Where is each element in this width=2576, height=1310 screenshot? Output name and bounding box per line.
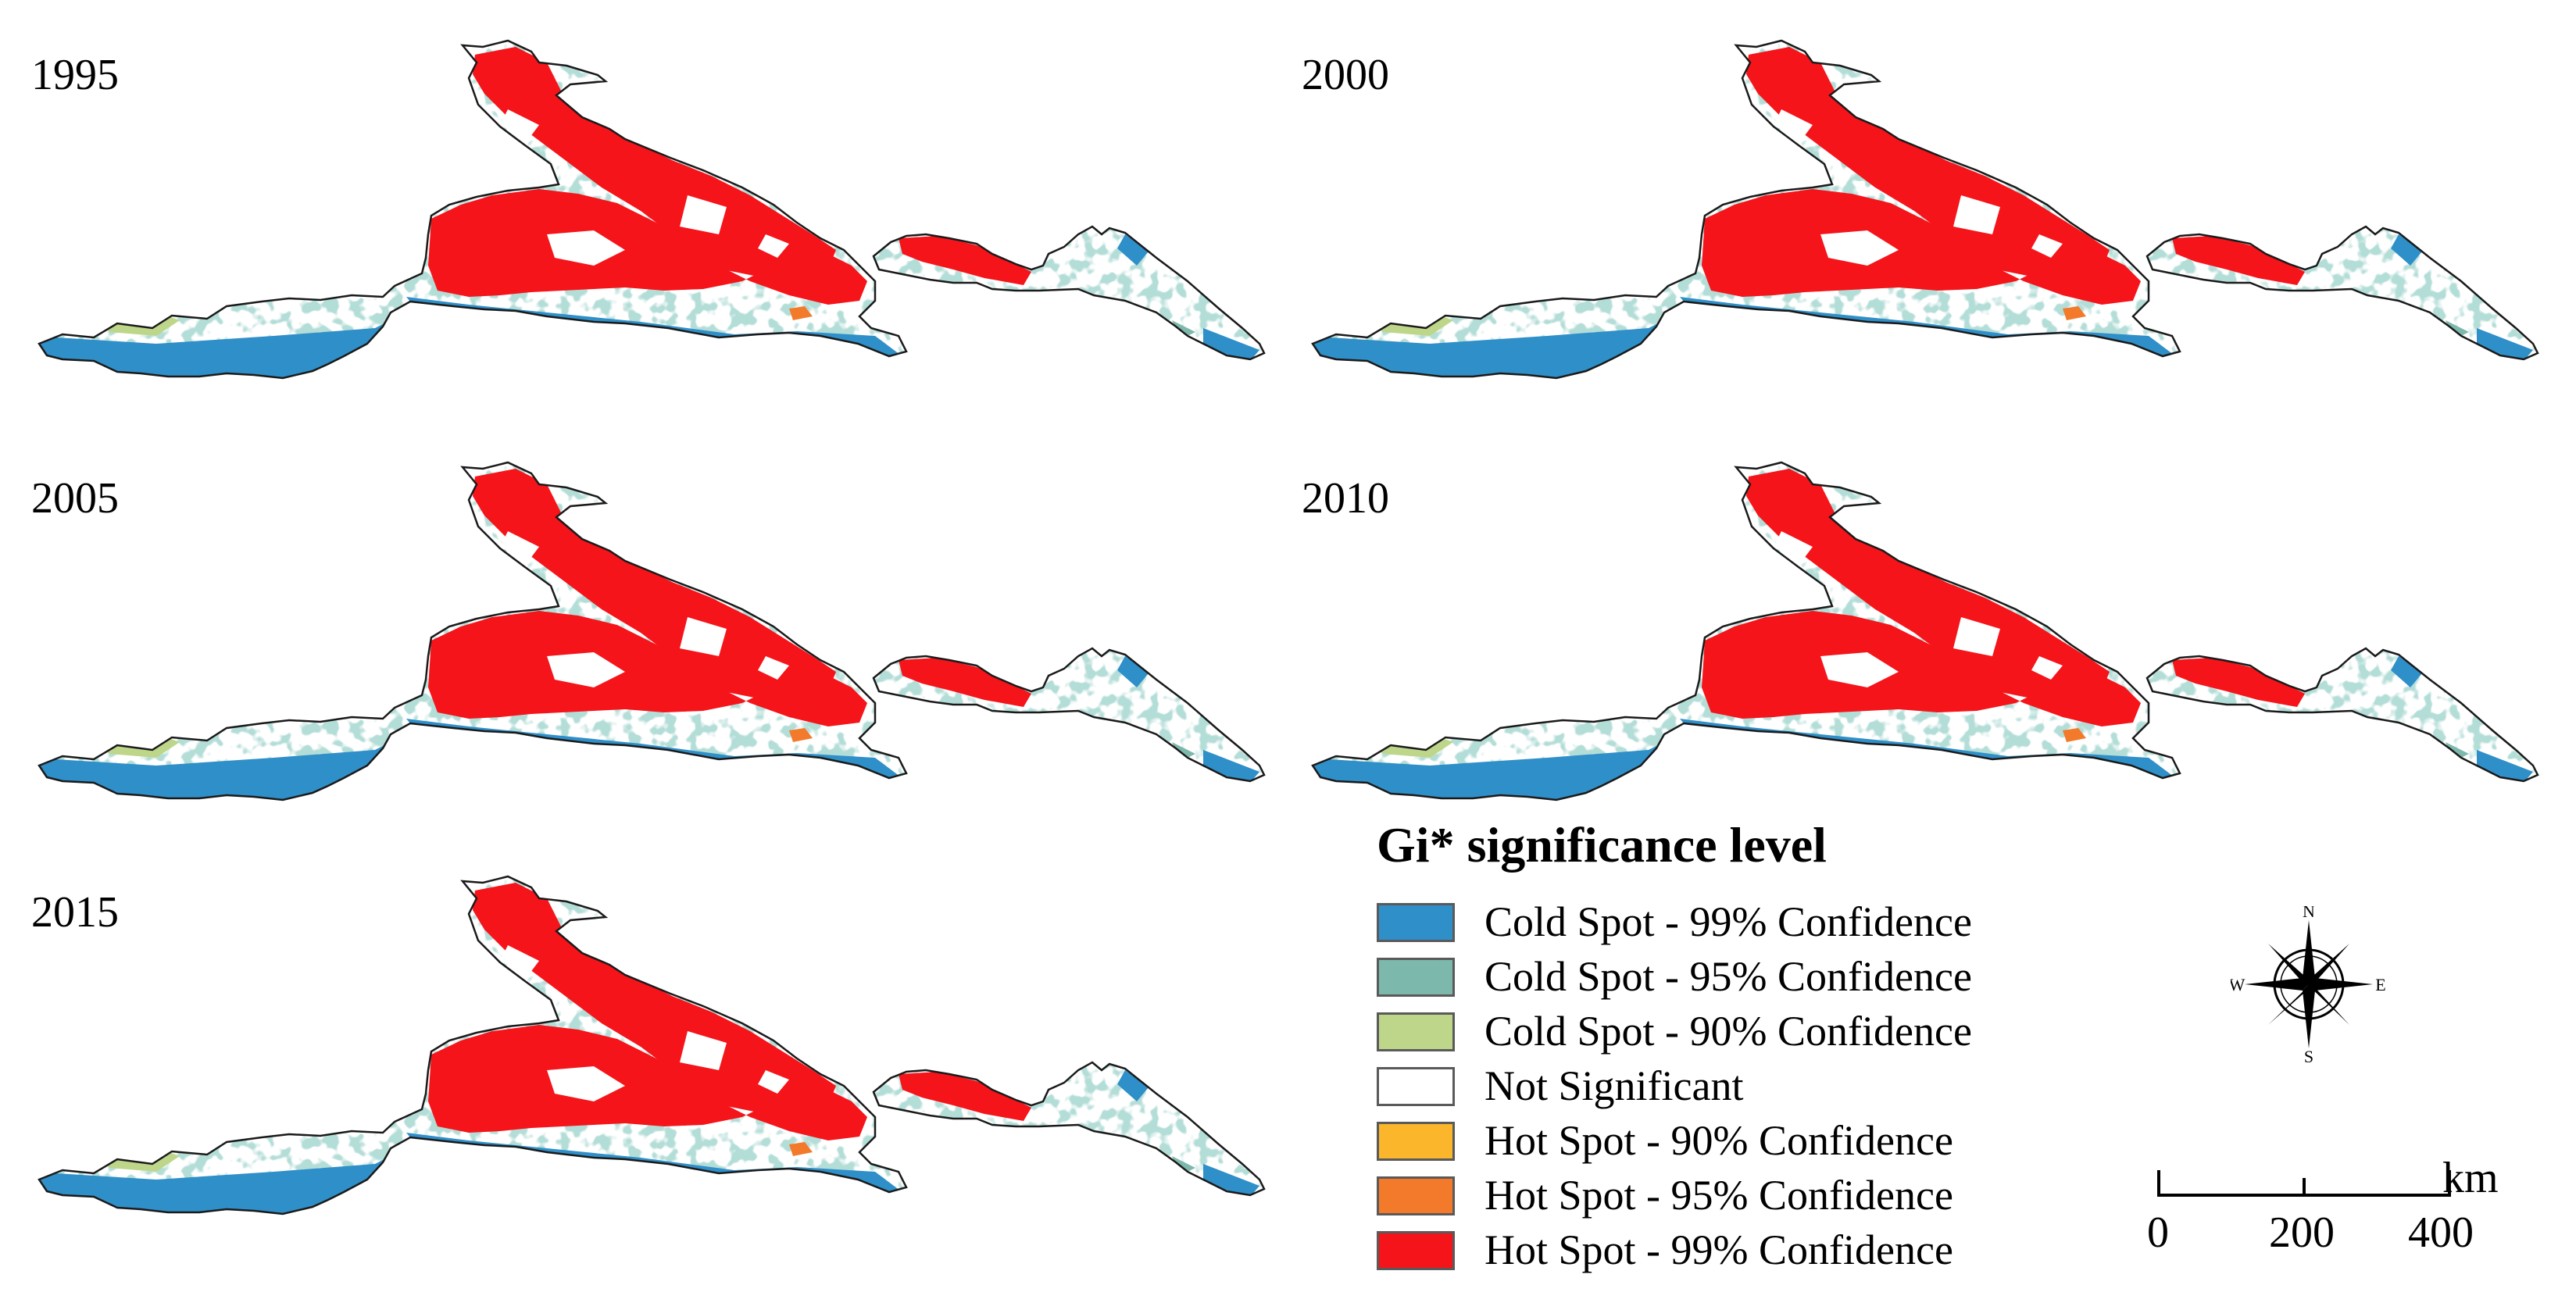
map-panel-2015: 2015	[0, 836, 1297, 1258]
legend-swatch	[1377, 1231, 1455, 1270]
legend-label: Cold Spot - 99% Confidence	[1485, 898, 1972, 945]
year-label: 1995	[31, 51, 119, 99]
region-map	[0, 0, 1297, 422]
legend-swatch	[1377, 1012, 1455, 1051]
region-map	[0, 422, 1297, 844]
map-panel-2005: 2005	[0, 422, 1297, 844]
scale-bar-line	[2157, 1170, 2451, 1197]
scale-bar: km 0 200 400	[2141, 1156, 2500, 1265]
region-map	[1274, 422, 2571, 844]
compass-w: W	[2231, 975, 2246, 994]
north-arrow-compass-icon: N S W E	[2231, 906, 2386, 1062]
year-label: 2005	[31, 474, 119, 523]
map-panel-2000: 2000	[1274, 0, 2571, 422]
legend-swatch	[1377, 1067, 1455, 1106]
scale-tick-200: 200	[2269, 1208, 2335, 1257]
scale-tick-400: 400	[2408, 1208, 2474, 1257]
legend-label: Hot Spot - 95% Confidence	[1485, 1172, 1953, 1219]
map-panel-2010: 2010	[1274, 422, 2571, 844]
map-panel-1995: 1995	[0, 0, 1297, 422]
compass-e: E	[2375, 975, 2385, 994]
year-label: 2010	[1302, 474, 1389, 523]
legend-swatch	[1377, 1176, 1455, 1215]
year-label: 2015	[31, 888, 119, 937]
legend-label: Not Significant	[1485, 1062, 1744, 1109]
compass-n: N	[2303, 906, 2315, 921]
legend-label: Hot Spot - 90% Confidence	[1485, 1117, 1953, 1164]
compass-s: S	[2304, 1047, 2313, 1062]
legend-swatch	[1377, 1122, 1455, 1161]
region-map	[0, 836, 1297, 1258]
region-map	[1274, 0, 2571, 422]
legend-title: Gi* significance level	[1377, 817, 1827, 873]
scale-unit: km	[2442, 1154, 2499, 1202]
year-label: 2000	[1302, 51, 1389, 99]
legend-swatch	[1377, 903, 1455, 942]
legend-label: Cold Spot - 90% Confidence	[1485, 1008, 1972, 1055]
legend-label: Cold Spot - 95% Confidence	[1485, 953, 1972, 1000]
legend-swatch	[1377, 958, 1455, 997]
legend-label: Hot Spot - 99% Confidence	[1485, 1226, 1953, 1273]
scale-tick-0: 0	[2147, 1208, 2169, 1257]
